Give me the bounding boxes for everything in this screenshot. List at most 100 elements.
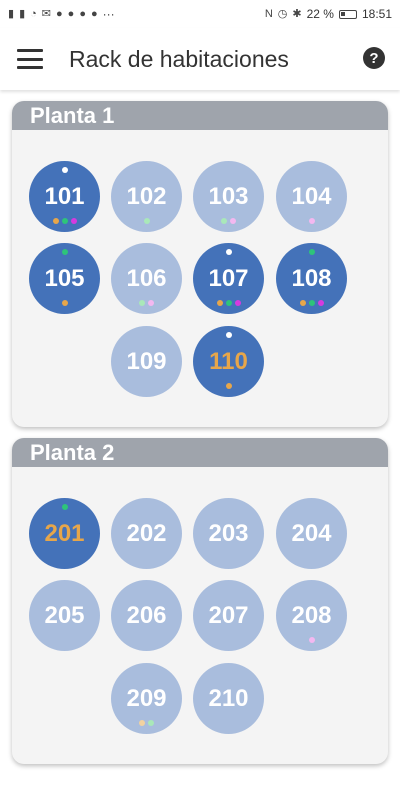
room-207[interactable]: 207 bbox=[193, 580, 264, 651]
menu-icon-line bbox=[17, 66, 43, 69]
room-top-indicator bbox=[61, 249, 68, 255]
menu-icon[interactable] bbox=[17, 49, 43, 69]
room-status-dots bbox=[276, 300, 347, 306]
room-210[interactable]: 210 bbox=[193, 663, 264, 734]
help-icon[interactable]: ? bbox=[363, 47, 385, 69]
room-number: 105 bbox=[44, 264, 85, 292]
room-status-dots bbox=[29, 300, 100, 306]
room-number: 101 bbox=[44, 182, 85, 210]
room-202[interactable]: 202 bbox=[111, 498, 182, 569]
status-dot bbox=[61, 300, 68, 306]
more-notifications: ··· bbox=[102, 7, 115, 21]
status-dot bbox=[221, 218, 227, 224]
room-top-indicator bbox=[61, 167, 68, 173]
status-dot bbox=[216, 300, 223, 306]
room-number: 103 bbox=[208, 182, 249, 210]
menu-icon-line bbox=[17, 49, 43, 52]
battery-icon bbox=[338, 9, 357, 19]
status-dot bbox=[139, 720, 145, 726]
signal-icon: ▮ bbox=[19, 7, 26, 20]
status-dot bbox=[225, 300, 232, 306]
room-number: 106 bbox=[126, 264, 167, 292]
app-icon: ● bbox=[56, 7, 63, 20]
status-bar: ▮ ▮ ◔ ✉ ● ● ● ● ··· N ◷ ✱ 22 % 18:51 bbox=[0, 0, 400, 28]
room-201[interactable]: 201 bbox=[29, 498, 100, 569]
room-209[interactable]: 209 bbox=[111, 663, 182, 734]
room-number: 104 bbox=[291, 182, 332, 210]
room-status-dots bbox=[111, 300, 182, 306]
page-title: Rack de habitaciones bbox=[69, 45, 289, 72]
status-dot bbox=[139, 300, 145, 306]
room-204[interactable]: 204 bbox=[276, 498, 347, 569]
room-number: 203 bbox=[208, 519, 249, 547]
status-dot bbox=[308, 637, 315, 643]
room-status-dots bbox=[276, 637, 347, 643]
room-106[interactable]: 106 bbox=[111, 243, 182, 314]
room-status-dots bbox=[193, 218, 264, 224]
room-top-indicator bbox=[308, 249, 315, 255]
room-102[interactable]: 102 bbox=[111, 161, 182, 232]
status-bar-right: N ◷ ✱ 22 % 18:51 bbox=[265, 7, 392, 21]
status-dot bbox=[61, 218, 68, 224]
status-dot bbox=[225, 383, 232, 389]
room-number: 102 bbox=[126, 182, 167, 210]
bluetooth-icon: ✱ bbox=[292, 7, 302, 20]
status-dot bbox=[148, 300, 154, 306]
alarm-icon: ◷ bbox=[277, 7, 288, 20]
status-dot bbox=[143, 218, 150, 224]
room-number: 206 bbox=[126, 601, 167, 629]
room-status-dots bbox=[276, 218, 347, 224]
floor-card: Planta 2 201 202 203 204 205 206 207 208 209 210 bbox=[12, 438, 388, 764]
room-top-indicator bbox=[225, 249, 232, 255]
room-status-dots bbox=[29, 218, 100, 224]
mail-icon: ✉ bbox=[41, 7, 51, 20]
room-status-dots bbox=[111, 720, 182, 726]
status-dot bbox=[52, 218, 59, 224]
room-205[interactable]: 205 bbox=[29, 580, 100, 651]
nfc-icon: N bbox=[264, 7, 273, 20]
room-top-indicator bbox=[61, 504, 68, 510]
status-dot bbox=[299, 300, 306, 306]
room-grid: 201 202 203 204 205 206 207 208 209 210 bbox=[12, 467, 388, 764]
room-number: 205 bbox=[44, 601, 85, 629]
status-dot bbox=[70, 218, 77, 224]
room-grid: 101 102 103 104 105 106 107 108 109 110 bbox=[12, 130, 388, 427]
floor-title: Planta 2 bbox=[12, 438, 388, 467]
battery-percent: 22 % bbox=[306, 7, 334, 21]
app-icon: ● bbox=[67, 7, 75, 20]
status-dot bbox=[308, 300, 315, 306]
status-dot bbox=[148, 720, 154, 726]
room-number: 208 bbox=[291, 601, 332, 629]
room-109[interactable]: 109 bbox=[111, 326, 182, 397]
room-number: 210 bbox=[208, 684, 249, 712]
room-104[interactable]: 104 bbox=[276, 161, 347, 232]
room-110[interactable]: 110 bbox=[193, 326, 264, 397]
floor-title: Planta 1 bbox=[12, 101, 388, 130]
status-dot bbox=[234, 300, 241, 306]
signal-icon: ▮ bbox=[8, 7, 15, 20]
room-108[interactable]: 108 bbox=[276, 243, 347, 314]
room-206[interactable]: 206 bbox=[111, 580, 182, 651]
status-bar-left: ▮ ▮ ◔ ✉ ● ● ● ● ··· bbox=[8, 7, 115, 21]
clock: 18:51 bbox=[361, 7, 392, 21]
status-dot bbox=[317, 300, 324, 306]
menu-icon-line bbox=[17, 57, 43, 61]
status-dot bbox=[308, 218, 315, 224]
room-105[interactable]: 105 bbox=[29, 243, 100, 314]
app-icon: ● bbox=[90, 7, 98, 20]
status-dot bbox=[230, 218, 236, 224]
room-number: 201 bbox=[44, 519, 85, 547]
room-208[interactable]: 208 bbox=[276, 580, 347, 651]
room-203[interactable]: 203 bbox=[193, 498, 264, 569]
floor-card: Planta 1 101 102 103 104 105 106 107 108 109 110 bbox=[12, 101, 388, 427]
room-number: 110 bbox=[209, 347, 248, 375]
room-top-indicator bbox=[225, 332, 232, 338]
room-107[interactable]: 107 bbox=[193, 243, 264, 314]
room-status-dots bbox=[193, 383, 264, 389]
room-number: 209 bbox=[126, 684, 167, 712]
room-101[interactable]: 101 bbox=[29, 161, 100, 232]
room-number: 207 bbox=[208, 601, 249, 629]
room-number: 107 bbox=[208, 264, 249, 292]
room-number: 204 bbox=[291, 519, 332, 547]
room-103[interactable]: 103 bbox=[193, 161, 264, 232]
